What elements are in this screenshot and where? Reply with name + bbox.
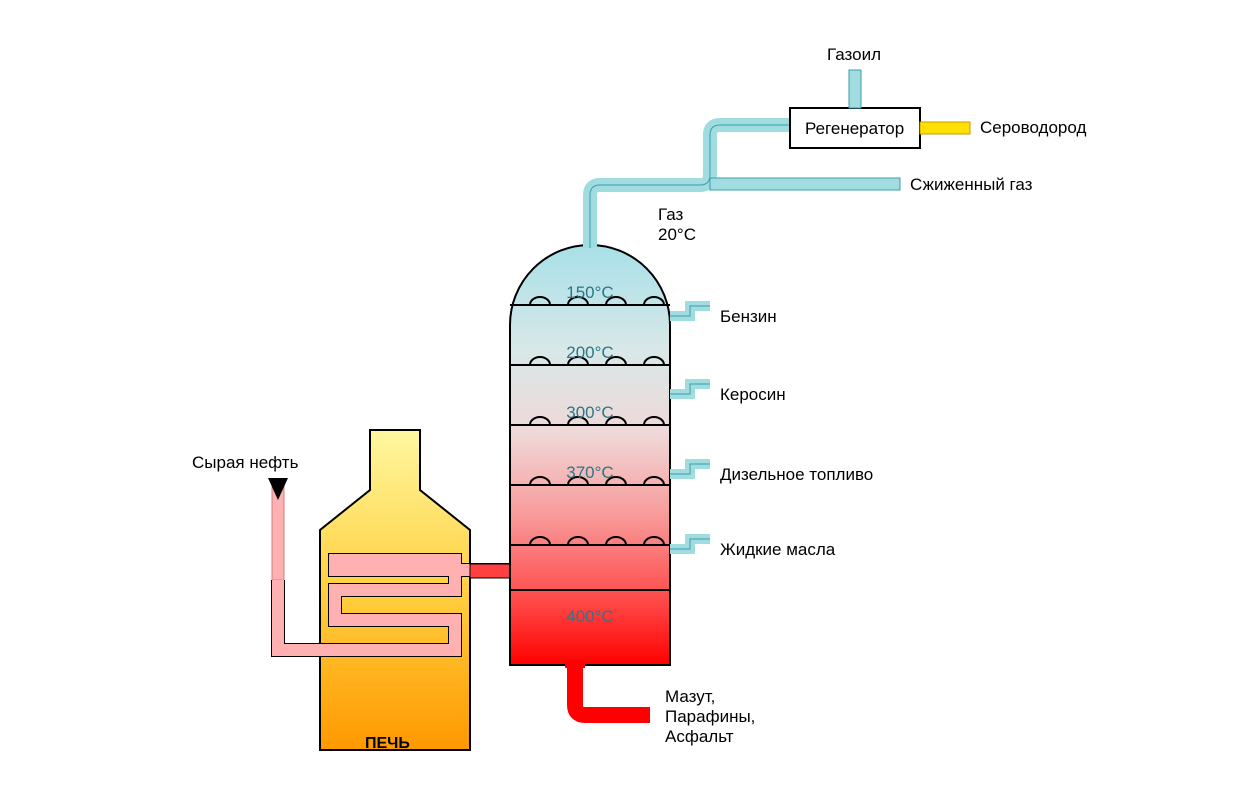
mazut-pipe (565, 660, 650, 715)
column-temp-label: 400°C (566, 607, 613, 626)
fraction-outlet-pipes (670, 306, 710, 549)
distillation-diagram: 150°C 200°C 300°C 370°C 400°C Сырая нефть ПЕ… (0, 0, 1246, 794)
liquefied-gas-pipe (710, 178, 900, 190)
regenerator-label: Регенератор (805, 119, 904, 138)
hydrogen-sulfide-pipe (920, 122, 970, 134)
asphalt-label: Асфальт (665, 727, 734, 746)
gas-label: Газ (658, 205, 684, 224)
furnace-label: ПЕЧЬ (365, 735, 410, 752)
column-temp-label: 300°C (566, 403, 613, 422)
benzin-label: Бензин (720, 307, 777, 326)
furnace (278, 430, 510, 750)
mazut-label: Мазут, (665, 687, 715, 706)
h2s-label: Сероводород (980, 118, 1086, 137)
gas-oil-pipe (849, 70, 861, 108)
kerosene-label: Керосин (720, 385, 786, 404)
crude-oil-label: Сырая нефть (192, 453, 299, 472)
crude-oil-pipe (268, 478, 288, 580)
distillation-column: 150°C 200°C 300°C 370°C 400°C (510, 245, 670, 665)
gas-temp-label: 20°C (658, 225, 696, 244)
diesel-label: Дизельное топливо (720, 465, 873, 484)
paraffins-label: Парафины, (665, 707, 755, 726)
liquefied-gas-label: Сжиженный газ (910, 175, 1033, 194)
column-temp-label: 200°C (566, 343, 613, 362)
column-temp-label: 370°C (566, 463, 613, 482)
furnace-to-column-pipe (470, 564, 512, 578)
gas-oil-label: Газоил (827, 45, 881, 64)
liquid-oils-label: Жидкие масла (720, 540, 836, 559)
column-temp-label: 150°C (566, 283, 613, 302)
